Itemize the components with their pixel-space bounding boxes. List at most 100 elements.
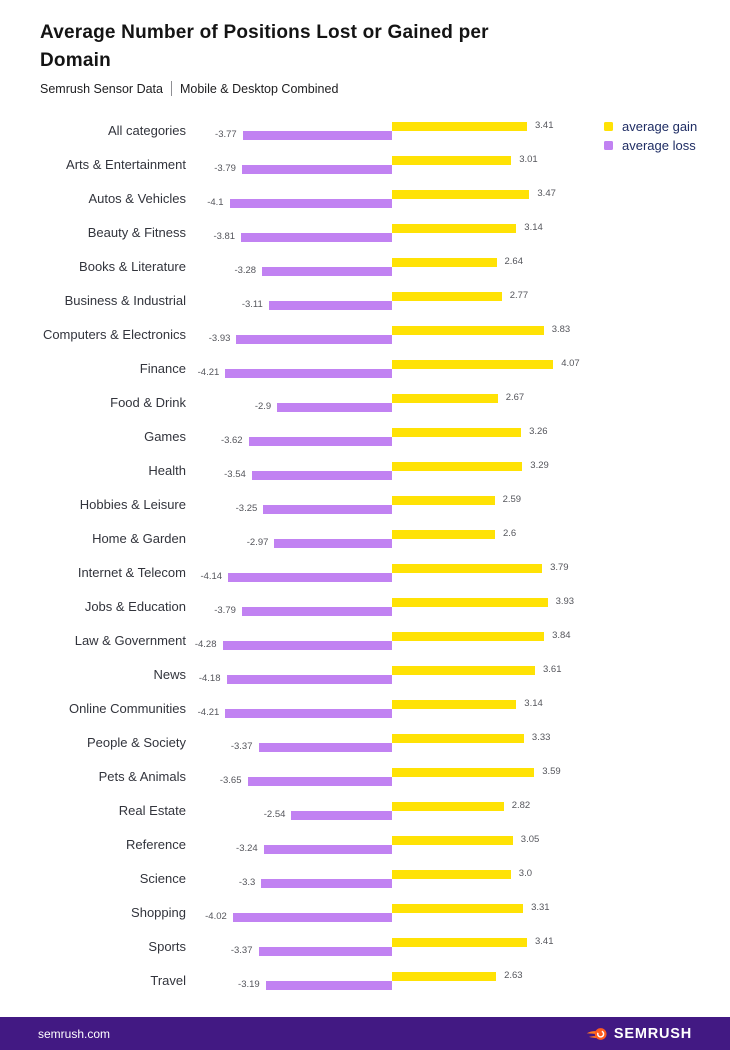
category-row: Food & Drink 2.67 -2.9 (0, 386, 730, 420)
category-label: Beauty & Fitness (87, 225, 186, 240)
category-label: Online Communities (68, 701, 186, 716)
category-row: News 3.61 -4.18 (0, 658, 730, 692)
gain-value-label: 3.83 (551, 324, 571, 335)
category-row: Health 3.29 -3.54 (0, 454, 730, 488)
category-label: Real Estate (118, 803, 186, 818)
chart-legend: average gain average loss (604, 119, 697, 157)
gain-bar (392, 190, 530, 199)
category-label: Business & Industrial (64, 293, 186, 308)
gain-value-label: 2.6 (503, 528, 517, 539)
subtitle-source: Semrush Sensor Data (40, 81, 163, 96)
loss-bar (232, 913, 392, 922)
loss-value-label: -4.14 (200, 571, 223, 582)
gain-value-label: 3.84 (552, 630, 571, 641)
footer-site-text: semrush.com (38, 1026, 111, 1041)
loss-bar (261, 879, 392, 888)
loss-value-label: -3.24 (236, 843, 258, 854)
loss-value-label: -2.54 (263, 809, 286, 820)
gain-bar (392, 394, 498, 403)
gain-bar (392, 496, 495, 505)
category-label: Games (144, 429, 186, 444)
gain-bar (392, 428, 522, 437)
gain-bar (392, 802, 504, 811)
category-label: Law & Government (74, 633, 186, 648)
gain-bar (392, 224, 517, 233)
legend-gain-label: average gain (622, 119, 698, 134)
loss-value-label: -4.21 (197, 367, 220, 378)
loss-value-label: -3.37 (230, 945, 253, 956)
category-row: Finance 4.07 -4.21 (0, 352, 730, 386)
loss-bar (222, 641, 392, 650)
gain-bar (392, 360, 554, 369)
gain-value-label: 3.01 (519, 154, 538, 165)
loss-value-label: -3.79 (214, 163, 236, 174)
loss-bar (225, 709, 392, 718)
loss-bar (268, 301, 392, 310)
loss-value-label: -3.28 (234, 265, 257, 276)
gain-bar (392, 156, 512, 165)
loss-value-label: -3.81 (213, 231, 236, 242)
footer-brand-text: SEMRUSH (613, 1025, 692, 1042)
loss-value-label: -4.02 (205, 911, 227, 922)
category-row: Pets & Animals 3.59 -3.65 (0, 760, 730, 794)
category-row: All categories 3.41 -3.77 (0, 114, 730, 148)
category-label: News (153, 667, 186, 682)
gain-value-label: 3.47 (537, 188, 556, 199)
category-row: Shopping 3.31 -4.02 (0, 896, 730, 930)
gain-value-label: 3.29 (530, 460, 549, 471)
category-row: Books & Literature 2.64 -3.28 (0, 250, 730, 284)
loss-bar (263, 845, 392, 854)
gain-bar (392, 972, 497, 981)
category-label: Travel (150, 973, 186, 988)
gain-value-label: 2.67 (505, 392, 525, 403)
gain-bar (392, 326, 544, 335)
category-label: Finance (139, 361, 186, 376)
loss-value-label: -2.9 (254, 401, 272, 412)
loss-bar (226, 675, 392, 684)
gain-value-label: 3.31 (531, 902, 550, 913)
category-row: Autos & Vehicles 3.47 -4.1 (0, 182, 730, 216)
gain-value-label: 2.77 (509, 290, 529, 301)
loss-value-label: -3.65 (219, 775, 242, 786)
semrush-fireball-icon (586, 1027, 607, 1040)
gain-value-label: 3.79 (550, 562, 569, 573)
loss-value-label: -3.25 (235, 503, 258, 514)
loss-bar (265, 981, 392, 990)
loss-value-label: -3.93 (208, 333, 231, 344)
loss-value-label: -3.37 (230, 741, 253, 752)
loss-bar (241, 607, 392, 616)
loss-value-label: -3.79 (214, 605, 236, 616)
loss-value-label: -4.28 (194, 639, 217, 650)
gain-value-label: 3.61 (543, 664, 562, 675)
gain-bar (392, 700, 517, 709)
category-label: Shopping (131, 905, 186, 920)
loss-bar (274, 539, 392, 548)
category-row: Internet & Telecom 3.79 -4.14 (0, 556, 730, 590)
category-row: Business & Industrial 2.77 -3.11 (0, 284, 730, 318)
loss-value-label: -4.1 (207, 197, 224, 208)
category-label: Books & Literature (79, 259, 186, 274)
footer-bar: semrush.com SEMRUSH (0, 1017, 730, 1050)
gain-value-label: 3.93 (555, 596, 575, 607)
category-label: Arts & Entertainment (66, 157, 186, 172)
gain-bar (392, 836, 513, 845)
legend-item-gain: average gain (604, 119, 697, 134)
legend-loss-label: average loss (622, 138, 696, 153)
loss-value-label: -3.11 (241, 299, 263, 310)
loss-bar (247, 777, 392, 786)
category-label: Reference (126, 837, 186, 852)
category-label: Autos & Vehicles (88, 191, 186, 206)
chart-subtitle: Semrush Sensor Data Mobile & Desktop Com… (40, 81, 338, 96)
category-row: Home & Garden 2.6 -2.97 (0, 522, 730, 556)
legend-item-loss: average loss (604, 138, 697, 153)
gain-bar (392, 122, 527, 131)
category-label: Pets & Animals (98, 769, 186, 784)
category-row: Travel 2.63 -3.19 (0, 964, 730, 998)
loss-value-label: -3.54 (224, 469, 246, 480)
category-row: Law & Government 3.84 -4.28 (0, 624, 730, 658)
gain-value-label: 3.26 (529, 426, 548, 437)
gain-bar (392, 904, 524, 913)
loss-value-label: -3.3 (238, 877, 256, 888)
gain-bar (392, 530, 495, 539)
loss-bar (262, 267, 392, 276)
